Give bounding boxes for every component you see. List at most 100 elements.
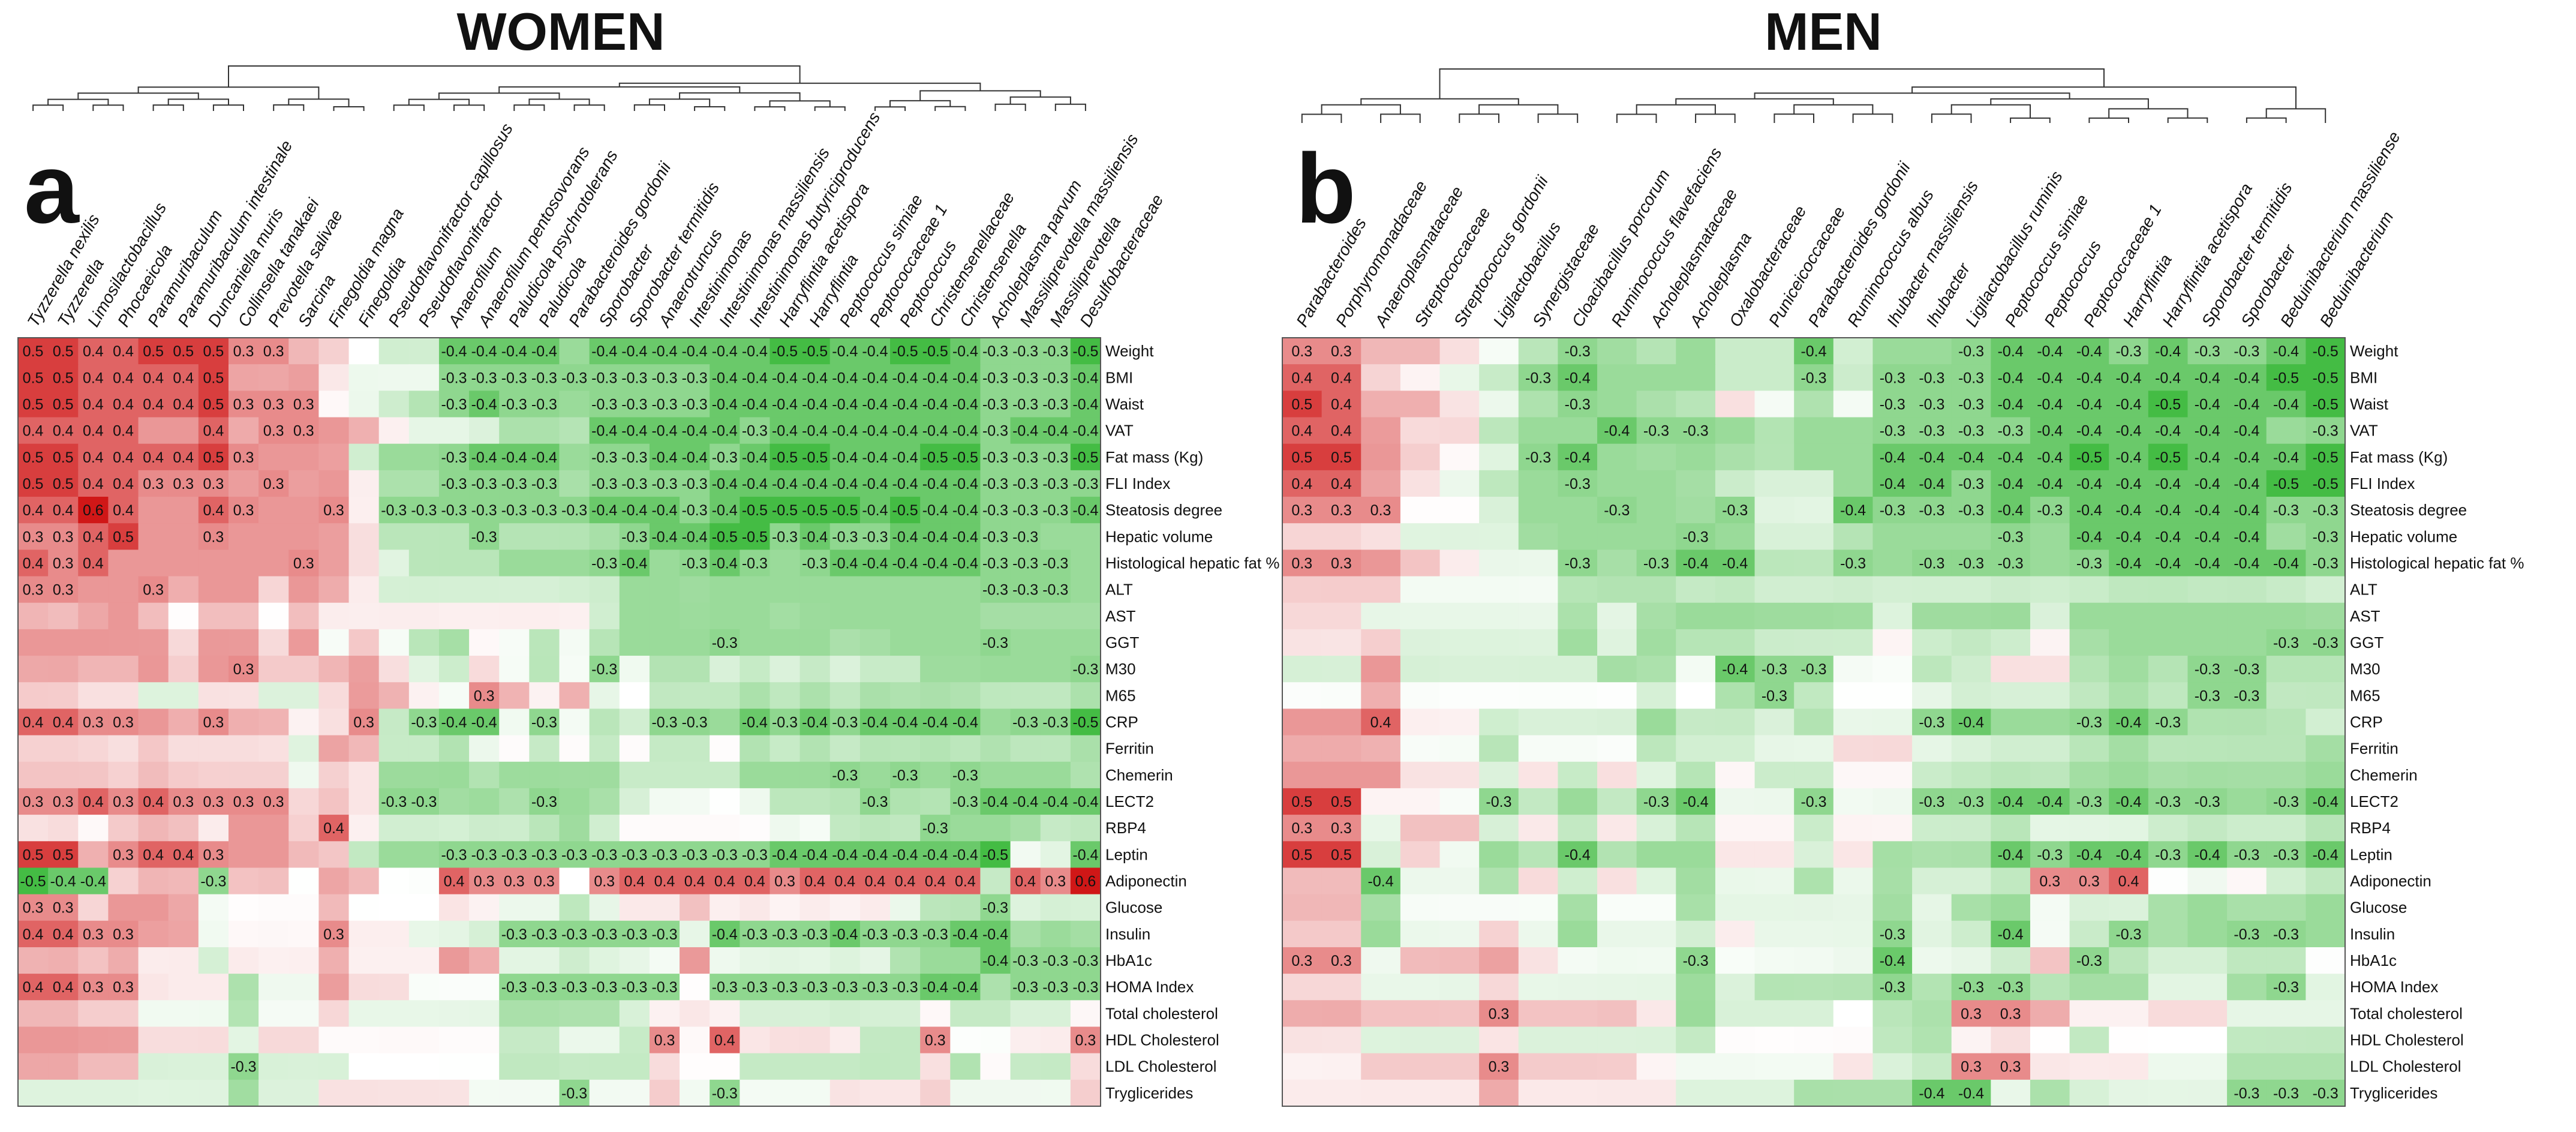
cell-m30-ruminococcus-flavefaciens: [1597, 656, 1637, 683]
cell-value-label: -0.4: [682, 343, 708, 360]
cell-value-label: -0.4: [2234, 396, 2259, 413]
cell-leptin-tyzzerella: [48, 841, 79, 869]
cell-total-cholesterol-parabacteroides: [1282, 1000, 1322, 1028]
cell-ferritin-tyzzerella: [48, 735, 79, 762]
dendrogram-branch: [47, 98, 109, 106]
cell-tryglicerides-sporobacter: [2227, 1079, 2267, 1107]
cell-histological-hepatic-fat-peptococcaceae-1: [2069, 550, 2109, 577]
cell-value-label: -0.3: [1042, 502, 1068, 519]
cell-value-label: -0.4: [1840, 502, 1866, 519]
cell-total-cholesterol-anaeroplasmataceae: [1361, 1000, 1401, 1028]
cell-value-label: -0.3: [922, 926, 948, 943]
cell-hdl-cholesterol-acholeplasma-parvum: [980, 1026, 1011, 1054]
cell-fli-index-acholeplasma: [1676, 470, 1716, 497]
cell-bmi-limosilactobacillus: [78, 364, 109, 391]
cell-fli-index-christensenella: [950, 470, 981, 497]
cell-ggt-oxalobacteraceae: [1715, 629, 1756, 656]
cell-rbp4-ihubacter: [1912, 815, 1952, 842]
cell-value-label: -0.3: [982, 555, 1008, 572]
cell-histological-hepatic-fat-beduinibacterium-massiliense: [2266, 550, 2306, 577]
cell-value-label: 0.3: [173, 794, 194, 810]
cell-m65-christensenella: [950, 682, 981, 710]
cell-value-label: 0.4: [714, 873, 735, 890]
cell-ldl-cholesterol-acholeplasma: [1676, 1053, 1716, 1080]
cell-value-label: -0.3: [2273, 502, 2299, 519]
cell-ldl-cholesterol-finegoldia-magna: [318, 1053, 350, 1080]
cell-ast-massiliprevotella: [1040, 602, 1071, 630]
cell-crp-phocaeicola: [108, 708, 139, 736]
cell-adiponectin-harryflintia-acetispora: [2148, 867, 2189, 895]
cell-fli-index-limosilactobacillus: [78, 470, 109, 497]
cell-ast-acholeplasmataceae: [1636, 602, 1676, 630]
cell-hdl-cholesterol-anaerotruncus: [649, 1026, 680, 1054]
cell-ldl-cholesterol-tyzzerella-nexilis: [18, 1053, 49, 1080]
cell-value-label: -0.3: [1042, 476, 1068, 493]
cell-value-label: -0.3: [1072, 476, 1098, 493]
cell-rbp4-harryflintia: [799, 815, 831, 842]
cell-insulin-cloacibacillus-porcorum: [1558, 920, 1598, 948]
cell-value-label: -0.4: [2076, 846, 2102, 863]
cell-value-label: -0.4: [862, 555, 888, 572]
cell-m65-massiliprevotella-massiliensis: [1010, 682, 1041, 710]
cell-value-label: -0.4: [2115, 423, 2141, 440]
cell-fli-index-peptococcus: [2030, 470, 2070, 497]
cell-chemerin-paludicola-psychrotolerans: [499, 761, 530, 789]
cell-weight-finegoldia-magna: [318, 338, 350, 365]
cell-steatosis-degree-ligilactobacillus-ruminis: [1951, 497, 1991, 524]
cell-m30-ihubacter: [1912, 656, 1952, 683]
cell-value-label: -0.4: [1565, 846, 1591, 863]
cell-insulin-anaerotruncus: [649, 920, 680, 948]
cell-rbp4-acholeplasma: [1676, 815, 1716, 842]
column-dendrogram: [32, 65, 1086, 111]
cell-value-label: 0.3: [534, 873, 555, 890]
cell-homa-index-ruminococcus-flavefaciens: [1597, 974, 1637, 1001]
cell-tryglicerides-harryflintia: [799, 1079, 831, 1107]
cell-value-label: 0.3: [23, 529, 44, 545]
cell-m30-tyzzerella: [48, 656, 79, 683]
cell-lect2-peptococcus: [2030, 788, 2070, 815]
cell-m65-porphyromonadaceae: [1321, 682, 1361, 710]
cell-alt-streptococcus-gordonii: [1439, 576, 1480, 603]
cell-value-label: -0.3: [802, 555, 828, 572]
cell-value-label: -0.5: [2313, 396, 2338, 413]
cell-ast-ruminococcus-flavefaciens: [1597, 602, 1637, 630]
cell-histological-hepatic-fat-sporobacter-termitidis: [2187, 550, 2228, 577]
cell-vat-harryflintia-acetispora: [770, 417, 801, 445]
cell-bmi-massiliprevotella-massiliensis: [1010, 364, 1041, 391]
cell-homa-index-peptococcus: [2030, 974, 2070, 1001]
cell-bmi-parabacteroides: [1282, 364, 1322, 391]
cell-m30-paramuribaculum-intestinale: [168, 656, 199, 683]
cell-lect2-anaeroplasmataceae: [1361, 788, 1401, 815]
cell-tryglicerides-paludicola-psychrotolerans: [499, 1079, 530, 1107]
cell-bmi-peptococcus: [2030, 364, 2070, 391]
cell-ferritin-parabacteroides-gordonii: [1794, 735, 1834, 762]
cell-ferritin-desulfobacteraceae: [1070, 735, 1101, 762]
cell-leptin-peptococcus: [890, 841, 921, 869]
cell-adiponectin-parabacteroides-gordonii: [559, 867, 590, 895]
dendrogram-branch: [889, 100, 951, 107]
cell-rbp4-paramuribaculum: [138, 815, 169, 842]
cell-fat-mass-kg-anaerofilum: [438, 443, 470, 471]
cell-homa-index-ihubacter: [1912, 974, 1952, 1001]
cell-vat-acholeplasma: [1676, 417, 1716, 445]
cell-value-label: -0.3: [1525, 449, 1551, 466]
cell-fat-mass-kg-paramuribaculum: [138, 443, 169, 471]
cell-histological-hepatic-fat-parabacteroides: [1282, 550, 1322, 577]
cell-value-label: -0.5: [712, 529, 738, 545]
cell-value-label: 0.4: [143, 794, 164, 810]
cell-value-label: -0.3: [1880, 396, 1905, 413]
cell-crp-duncaniella-muris: [198, 708, 229, 736]
cell-value-label: -0.3: [2313, 529, 2338, 545]
cell-value-label: -0.4: [862, 714, 888, 731]
cell-waist-paramuribaculum-intestinale: [168, 391, 199, 418]
cell-adiponectin-limosilactobacillus: [78, 867, 109, 895]
cell-leptin-peptococcus: [2030, 841, 2070, 869]
cell-tryglicerides-intestinimonas: [680, 1079, 710, 1107]
cell-value-label: -0.4: [742, 449, 768, 466]
cell-waist-streptococcus-gordonii: [1439, 391, 1480, 418]
cell-homa-index-collinsella-tanakaei: [228, 974, 259, 1001]
cell-hepatic-volume-paramuribaculum-intestinale: [168, 523, 199, 550]
cell-value-label: -0.4: [922, 529, 948, 545]
cell-value-label: -0.4: [862, 846, 888, 863]
cell-weight-massiliprevotella: [1040, 338, 1071, 365]
